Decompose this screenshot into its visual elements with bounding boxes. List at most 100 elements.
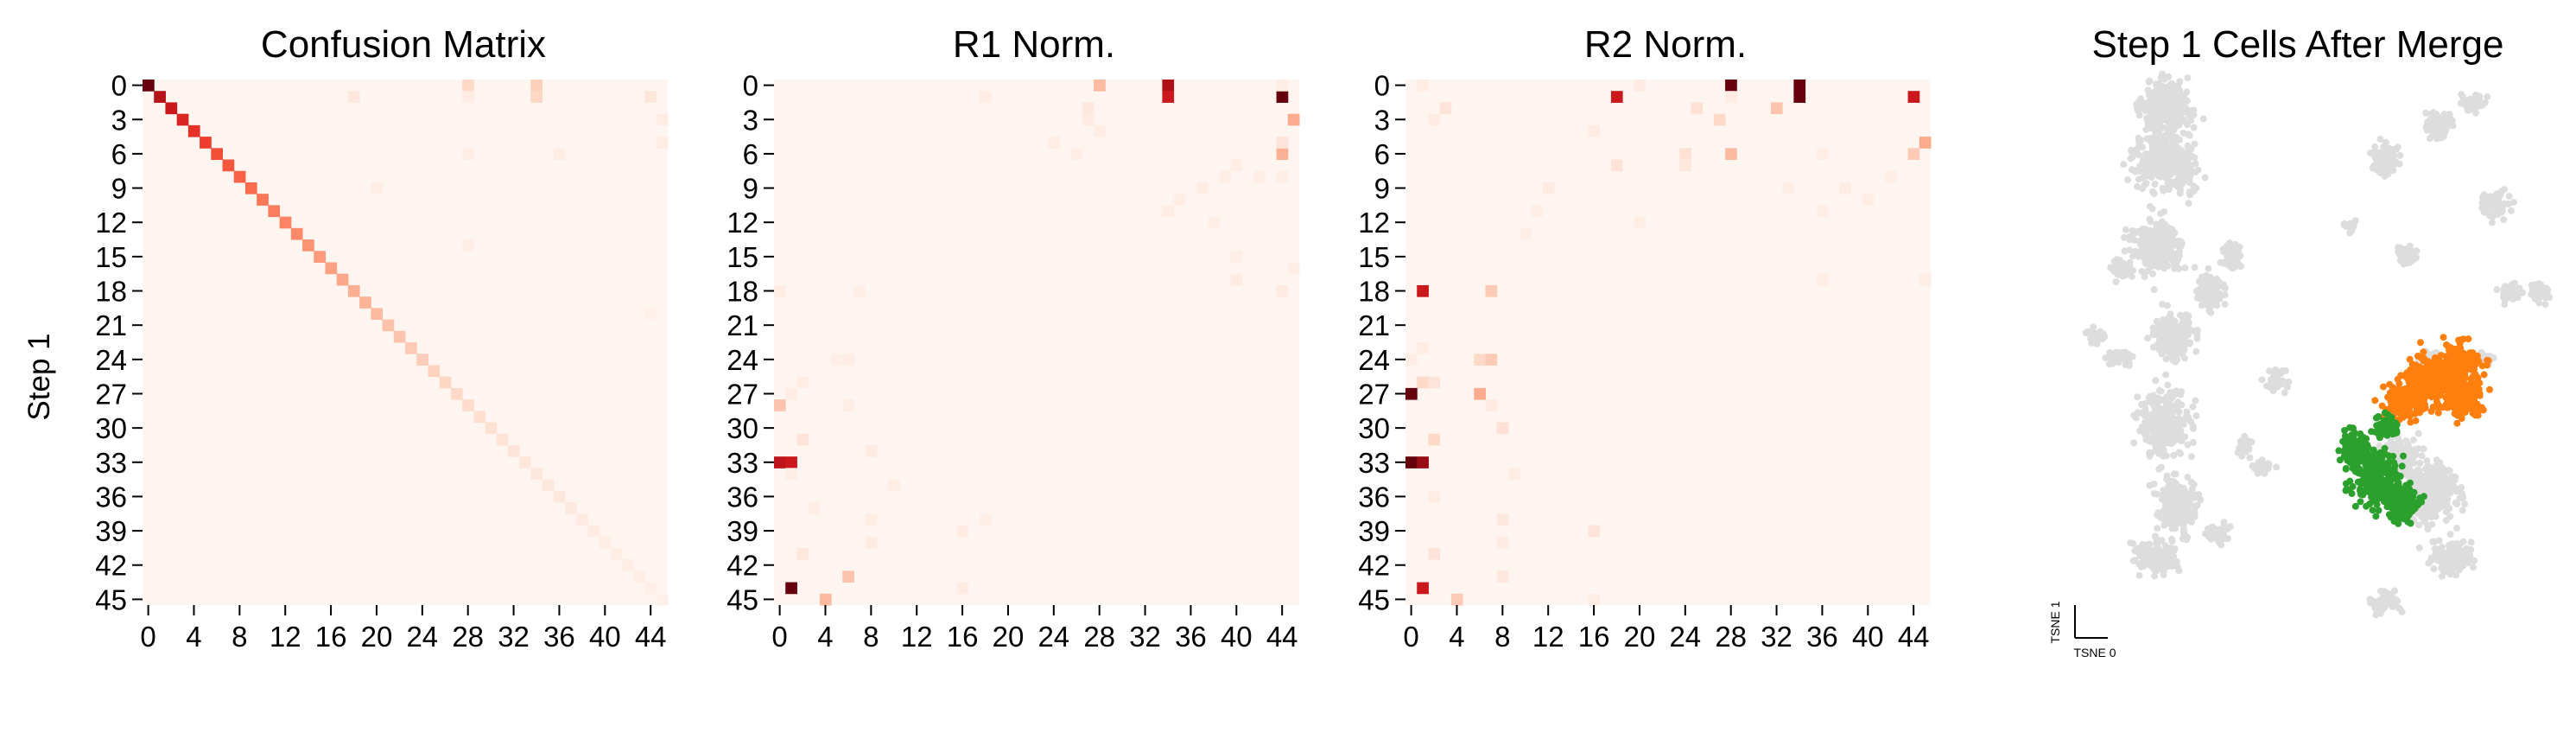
y-tick-label: 27: [1358, 378, 1390, 410]
tsne-point: [2155, 129, 2163, 137]
tsne-point: [2176, 418, 2184, 426]
heatmap-cell: [1782, 182, 1794, 194]
tsne-point: [2185, 331, 2192, 338]
tsne-point: [2160, 419, 2168, 427]
tsne-point: [2184, 441, 2192, 449]
heatmap-cell: [1082, 113, 1094, 126]
tsne-point: [2370, 493, 2377, 500]
tsne-point: [2459, 92, 2466, 100]
tsne-point: [2158, 537, 2166, 545]
tsne-point: [2418, 452, 2426, 460]
tsne-point: [2389, 152, 2397, 160]
tsne-point: [2416, 477, 2424, 485]
heatmap-cell: [530, 468, 543, 481]
heatmap-cell: [610, 547, 623, 560]
y-tick-label: 45: [1358, 583, 1390, 615]
tsne-point: [2418, 513, 2426, 521]
heatmap-cell: [565, 502, 577, 514]
y-tick-label: 30: [726, 412, 758, 444]
tsne-point: [2417, 383, 2425, 391]
heatmap-cell: [1276, 80, 1289, 92]
tsne-point: [2106, 360, 2114, 368]
x-tick-label: 44: [1898, 621, 1930, 653]
heatmap-cell: [462, 91, 474, 103]
tsne-point: [2135, 248, 2142, 256]
tsne-point: [2480, 207, 2488, 215]
tsne-point: [2488, 210, 2496, 218]
tsne-point: [2124, 176, 2132, 183]
x-tick-label: 36: [1806, 621, 1838, 653]
tsne-point: [2423, 508, 2431, 516]
tsne-point: [2154, 490, 2160, 498]
tsne-point: [2127, 539, 2135, 547]
x-tick-label: 24: [406, 621, 438, 653]
tsne-point: [2185, 200, 2192, 207]
panel-title-r2: R2 Norm.: [1584, 23, 1747, 66]
tsne-point: [2396, 472, 2404, 480]
tsne-point: [2434, 474, 2441, 481]
tsne-point: [2155, 231, 2163, 238]
y-tick-label: 30: [95, 412, 127, 444]
y-tick-label: 0: [1374, 70, 1390, 102]
tsne-point: [2448, 540, 2456, 548]
tsne-point: [2177, 167, 2185, 174]
tsne-point: [2414, 366, 2421, 373]
tsne-point: [2452, 394, 2460, 402]
tsne-point: [2191, 154, 2198, 162]
tsne-point: [2141, 254, 2148, 261]
tsne-point: [2390, 420, 2398, 428]
heatmap-cell: [785, 387, 797, 400]
heatmap-cell: [865, 444, 878, 457]
tsne-point: [2351, 453, 2359, 461]
tsne-point: [2440, 473, 2448, 481]
tsne-point: [2371, 143, 2379, 150]
tsne-point: [2413, 407, 2421, 414]
tsne-point: [2450, 371, 2457, 379]
heatmap-cell: [1713, 113, 1726, 126]
tsne-point: [2203, 288, 2211, 296]
tsne-point: [2469, 564, 2477, 571]
panel-title-tsne: Step 1 Cells After Merge: [2092, 23, 2504, 66]
tsne-point: [2150, 286, 2158, 293]
tsne-point: [2471, 360, 2479, 368]
y-tick-label: 6: [743, 138, 758, 170]
tsne-point: [2100, 331, 2108, 339]
heatmap-cell: [888, 479, 900, 492]
tsne-point: [2390, 475, 2398, 482]
tsne-point: [2242, 448, 2249, 456]
tsne-point: [2390, 443, 2398, 450]
x-tick-label: 44: [1266, 621, 1298, 653]
tsne-point: [2415, 397, 2423, 405]
tsne-point: [2404, 446, 2412, 454]
x-tick-label: 12: [1532, 621, 1564, 653]
tsne-point: [2129, 266, 2136, 274]
heatmap-cell: [1094, 124, 1106, 137]
heatmap-cell: [774, 456, 786, 468]
tsne-point: [2181, 103, 2189, 111]
heatmap-cell: [257, 194, 269, 206]
tsne-point: [2087, 335, 2095, 342]
x-tick-label: 12: [901, 621, 933, 653]
tsne-point: [2119, 272, 2127, 280]
heatmap-cell: [622, 559, 634, 571]
heatmap-cell: [154, 91, 166, 103]
tsne-point: [2352, 459, 2359, 467]
heatmap-cell: [416, 354, 428, 366]
tsne-point: [2501, 301, 2509, 309]
tsne-point: [2518, 289, 2526, 296]
y-tick-label: 18: [726, 276, 758, 308]
heatmap-cell: [1230, 159, 1243, 172]
tsne-point: [2381, 409, 2389, 417]
heatmap-cell: [336, 273, 349, 286]
tsne-point: [2172, 470, 2179, 478]
tsne-point: [2164, 409, 2172, 417]
tsne-point: [2442, 377, 2450, 385]
tsne-point: [2139, 541, 2147, 548]
tsne-point: [2162, 169, 2169, 177]
tsne-point: [2503, 285, 2510, 293]
tsne-point: [2406, 355, 2414, 363]
heatmap-cell: [1417, 284, 1429, 297]
tsne-point: [2221, 301, 2229, 308]
heatmap-cell: [530, 80, 543, 92]
tsne-point: [2378, 402, 2386, 410]
